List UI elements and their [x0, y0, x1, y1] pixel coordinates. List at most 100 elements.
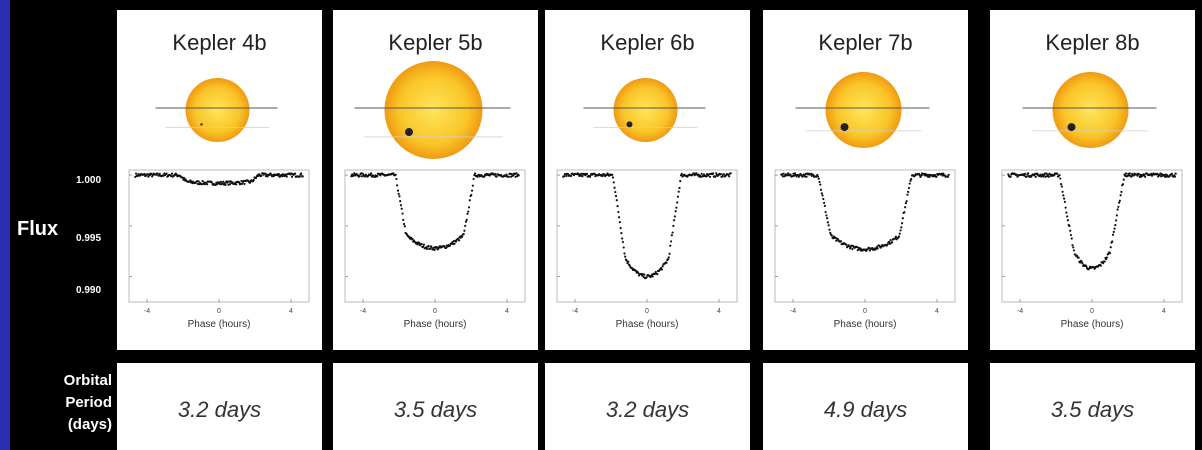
- data-point: [643, 273, 646, 276]
- data-point: [277, 173, 281, 176]
- data-point: [134, 172, 138, 175]
- transit-chart: -4 0 4 Phase (hours): [556, 78, 738, 330]
- data-point: [904, 206, 907, 209]
- left-accent-stripe: [0, 0, 10, 450]
- data-point: [569, 174, 573, 178]
- data-point: [224, 183, 227, 187]
- data-point: [615, 199, 618, 202]
- data-point: [805, 175, 808, 178]
- data-point: [630, 267, 634, 270]
- data-point: [223, 182, 226, 185]
- data-point: [444, 246, 448, 249]
- data-point: [700, 172, 703, 175]
- x-tick-label: 4: [935, 308, 939, 315]
- data-point: [1066, 219, 1070, 222]
- data-point: [891, 241, 894, 244]
- data-point: [823, 201, 826, 205]
- orbital-period-box: 3.2 days: [117, 363, 322, 450]
- data-point: [676, 195, 680, 198]
- data-point: [457, 239, 461, 242]
- kepler-panel: Kepler 6b -4 0 4 Phase (hours): [545, 10, 750, 350]
- data-point: [1072, 246, 1075, 249]
- star-illustration: [384, 61, 483, 159]
- plot-frame: [344, 169, 526, 303]
- data-point: [697, 173, 700, 176]
- light-curve-series: [562, 172, 732, 280]
- data-point: [722, 173, 725, 176]
- data-point: [665, 261, 668, 264]
- x-tick-label: 0: [863, 308, 867, 315]
- flux-axis-label: Flux: [17, 218, 59, 240]
- data-point: [826, 221, 830, 224]
- light-curve-series: [1007, 172, 1177, 271]
- data-point: [905, 200, 908, 203]
- data-point: [1063, 197, 1066, 200]
- data-point: [1128, 172, 1131, 175]
- data-point: [433, 248, 436, 251]
- data-point: [667, 256, 670, 259]
- data-point: [147, 175, 150, 178]
- data-point: [464, 224, 467, 227]
- data-point: [602, 173, 605, 176]
- data-point: [947, 173, 950, 176]
- data-point: [830, 234, 833, 237]
- transit-chart: -4 0 4 Phase (hours): [1001, 72, 1183, 330]
- data-point: [789, 173, 792, 176]
- data-point: [715, 172, 718, 175]
- data-point: [260, 174, 263, 177]
- data-point: [619, 227, 622, 230]
- light-curve-series: [780, 172, 950, 253]
- data-point: [819, 188, 823, 191]
- data-point: [817, 177, 820, 180]
- data-point: [420, 242, 423, 246]
- planet-dot: [626, 121, 633, 128]
- x-tick-label: 0: [1090, 308, 1094, 315]
- data-point: [1143, 174, 1146, 177]
- data-point: [622, 246, 625, 249]
- data-point: [676, 201, 679, 204]
- star-illustration: [613, 78, 678, 142]
- data-point: [645, 276, 648, 279]
- y-tick-label: 1.000: [76, 175, 102, 186]
- data-point: [669, 244, 672, 247]
- data-point: [868, 246, 871, 249]
- data-point: [823, 204, 826, 208]
- kepler-panel: Kepler 7b -4 0 4 Phase (hours): [763, 10, 968, 350]
- data-point: [400, 207, 403, 210]
- data-point: [156, 172, 159, 175]
- data-point: [483, 175, 486, 178]
- planet-dot: [200, 123, 203, 126]
- data-point: [1042, 175, 1045, 178]
- data-point: [721, 175, 724, 178]
- data-point: [435, 246, 439, 249]
- data-point: [1120, 190, 1123, 194]
- data-point: [1066, 215, 1069, 218]
- data-point: [901, 217, 904, 220]
- data-point: [402, 222, 406, 226]
- data-point: [1025, 175, 1028, 178]
- plot-frame: [774, 169, 956, 303]
- data-point: [241, 182, 244, 185]
- data-point: [672, 224, 675, 228]
- data-point: [887, 240, 891, 244]
- data-point: [1105, 258, 1108, 261]
- orbital-period-value: 3.5 days: [1050, 397, 1135, 422]
- orbital-period-box: 4.9 days: [763, 363, 968, 450]
- data-point: [1173, 175, 1177, 178]
- transit-chart: -4 0 4 Phase (hours): [344, 61, 526, 330]
- data-point: [677, 190, 680, 193]
- data-point: [728, 175, 731, 178]
- data-point: [1111, 240, 1114, 243]
- data-point: [845, 243, 848, 246]
- data-point: [886, 243, 889, 246]
- data-point: [1068, 224, 1071, 228]
- data-point: [900, 222, 904, 225]
- data-point: [654, 270, 657, 274]
- data-point: [908, 182, 911, 185]
- data-point: [470, 189, 474, 192]
- planet-title: Kepler 4b: [172, 30, 267, 55]
- data-point: [618, 216, 621, 219]
- star-illustration: [825, 72, 902, 148]
- data-point: [876, 247, 879, 250]
- x-tick-label: -4: [144, 308, 150, 315]
